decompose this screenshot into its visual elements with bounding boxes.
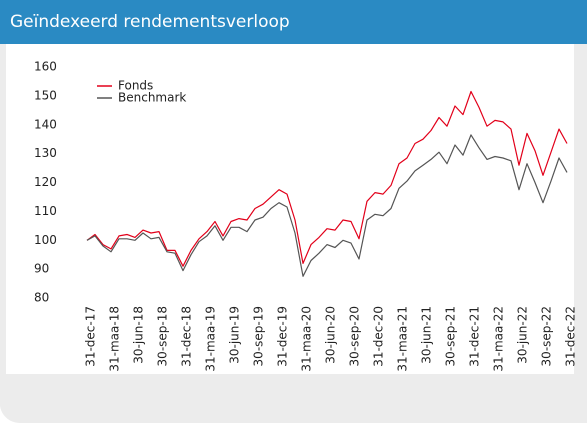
x-tick-label: 31-dec-19 xyxy=(276,306,290,367)
y-tick-label: 90 xyxy=(34,262,49,276)
x-tick-label: 30-sep-20 xyxy=(348,306,362,366)
x-tick-label: 30-sep-19 xyxy=(252,306,266,366)
x-tick-label: 30-jun-20 xyxy=(324,306,338,364)
chart-title: Geïndexeerd rendementsverloop xyxy=(10,12,290,32)
x-tick-label: 31-maa-22 xyxy=(492,306,506,372)
line-series xyxy=(86,134,568,277)
x-tick-label: 31-maa-19 xyxy=(204,306,218,372)
x-tick-label: 30-jun-19 xyxy=(228,306,242,364)
x-tick-label: 31-maa-20 xyxy=(300,306,314,372)
corner xyxy=(0,400,20,423)
x-tick-label: 31-dec-20 xyxy=(372,306,386,367)
x-tick-label: 31-maa-18 xyxy=(108,306,122,372)
y-tick-label: 120 xyxy=(34,175,57,189)
x-tick-label: 30-sep-22 xyxy=(540,306,554,366)
x-tick-label: 31-dec-22 xyxy=(564,306,578,367)
x-tick-label: 31-dec-21 xyxy=(468,306,482,367)
legend-label: Benchmark xyxy=(118,91,186,105)
y-tick-label: 100 xyxy=(34,233,57,247)
x-tick-label: 30-sep-21 xyxy=(444,306,458,366)
y-tick-label: 110 xyxy=(34,204,57,218)
x-tick-label: 31-dec-18 xyxy=(180,306,194,367)
x-tick-label: 30-jun-22 xyxy=(516,306,530,364)
header-bar xyxy=(0,0,587,44)
plot-panel xyxy=(6,44,574,374)
line-series xyxy=(86,90,568,267)
x-tick-label: 30-jun-18 xyxy=(132,306,146,364)
legend-label: Fonds xyxy=(118,79,153,93)
x-tick-label: 31-maa-21 xyxy=(396,306,410,372)
y-tick-label: 140 xyxy=(34,117,57,131)
y-tick-label: 150 xyxy=(34,88,57,102)
y-tick-label: 130 xyxy=(34,146,57,160)
x-tick-label: 31-dec-17 xyxy=(84,306,98,367)
x-tick-label: 30-jun-21 xyxy=(420,306,434,364)
x-tick-label: 30-sep-18 xyxy=(156,306,170,366)
y-tick-label: 80 xyxy=(34,291,49,305)
y-tick-label: 160 xyxy=(34,60,57,74)
